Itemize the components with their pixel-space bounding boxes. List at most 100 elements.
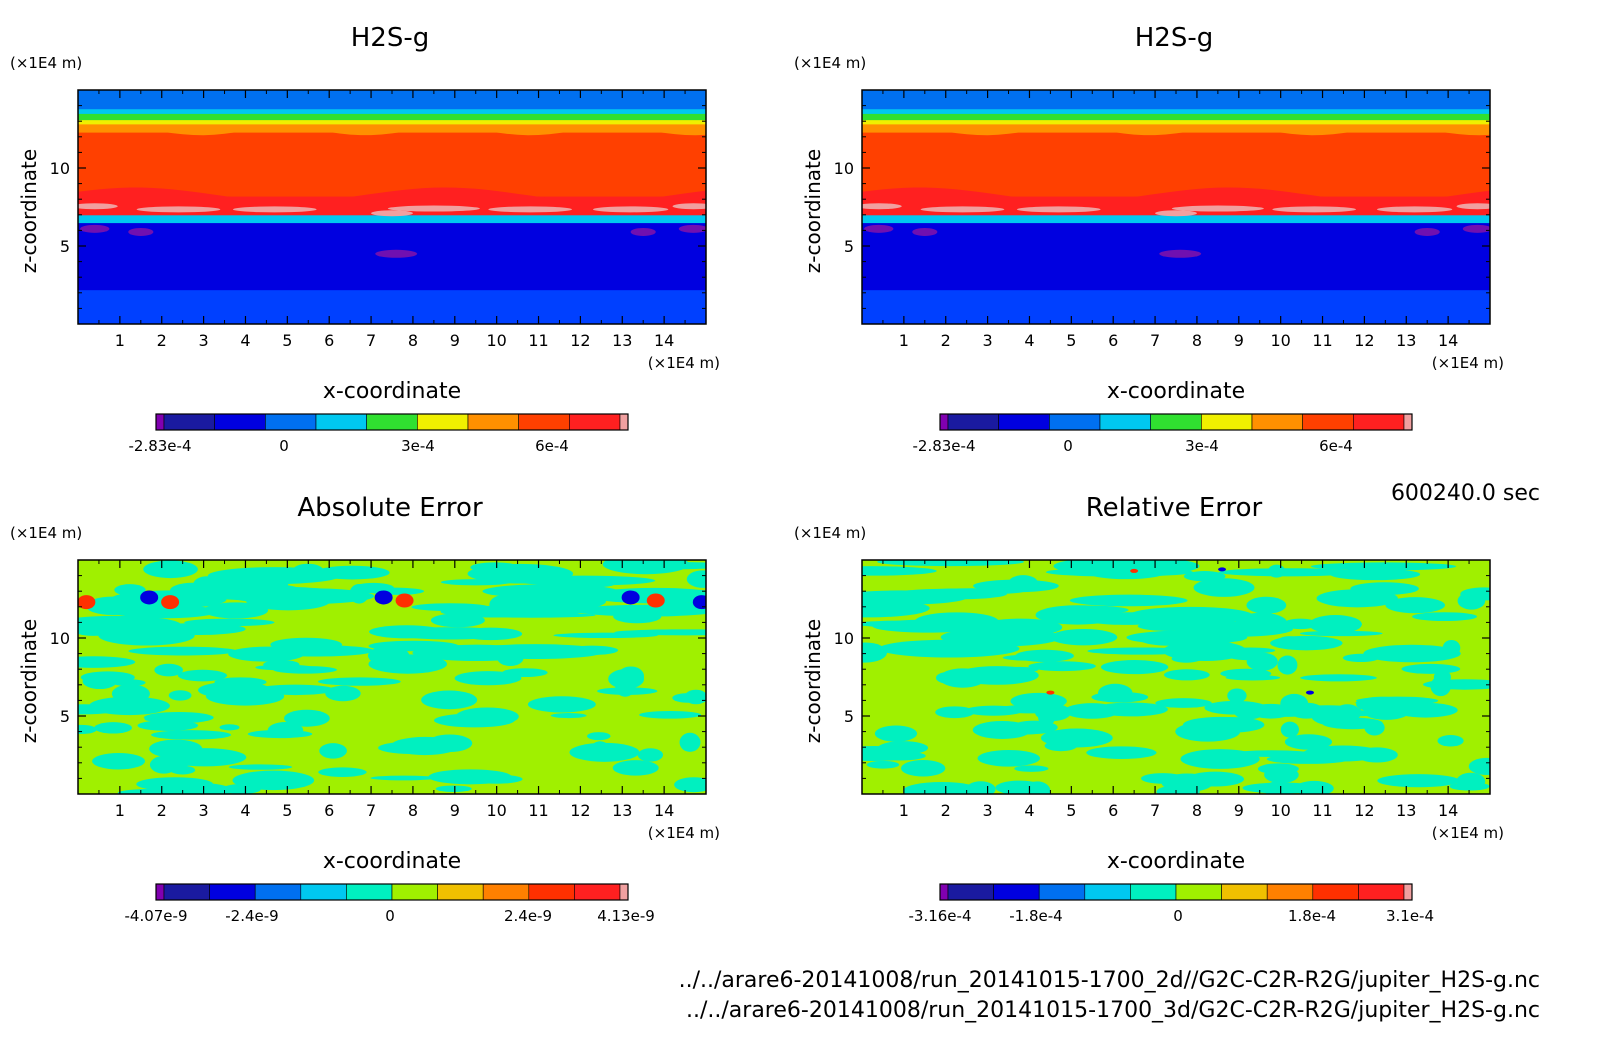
speckle-112: [973, 579, 1059, 593]
colorbar-swatch-9: [1353, 413, 1405, 431]
purple-blob-4: [678, 224, 706, 233]
speckle-84: [1437, 735, 1464, 747]
speckle-132: [874, 725, 918, 742]
speckle-15: [1218, 568, 1358, 577]
speckle-95: [862, 620, 976, 628]
speckle-132: [467, 563, 574, 584]
speckle-109: [166, 789, 191, 794]
colorbar-swatch-6: [417, 413, 469, 431]
speckle-112: [184, 618, 275, 627]
pink-blob-7: [672, 203, 706, 210]
speckle-94: [163, 748, 247, 767]
band-0: [862, 289, 1490, 324]
purple-blob-3: [630, 227, 656, 236]
x-axis-label: x-coordinate: [1107, 379, 1245, 404]
x-tick-label: 9: [450, 801, 460, 820]
pink-blob-2: [232, 206, 317, 213]
colorbar-tick-label: 1.8e-4: [1288, 907, 1336, 925]
x-tick-label: 1: [899, 331, 909, 350]
speckle-96: [1442, 639, 1461, 657]
colorbar-tick-label: 0: [385, 907, 395, 925]
speckle-101: [1294, 780, 1334, 794]
x-tick-label: 7: [1150, 801, 1160, 820]
speckle-136: [390, 736, 460, 756]
speckle-134: [149, 756, 178, 774]
speckle-128: [995, 780, 1045, 794]
speckle-104: [1364, 719, 1385, 736]
y-tick-label: 5: [844, 237, 854, 256]
speckle-6: [637, 748, 664, 762]
colorbar-frame: [155, 883, 629, 901]
pink-blob-5: [488, 206, 573, 213]
speckle-89: [613, 609, 662, 624]
x-tick-label: 13: [612, 331, 632, 350]
band-2: [862, 214, 1490, 224]
error-spot-6: [646, 593, 665, 608]
colorbar-tick-label: 0: [1173, 907, 1183, 925]
purple-blob-1: [128, 227, 154, 236]
band-9: [862, 90, 1490, 110]
colorbar-swatch-0: [155, 413, 165, 431]
speckle-110: [1393, 702, 1458, 718]
band-7: [862, 113, 1490, 121]
x-tick-label: 14: [654, 801, 674, 820]
pink-blob-2: [1016, 206, 1101, 213]
speckle-131: [862, 566, 937, 576]
speckle-105: [1449, 782, 1490, 791]
y-tick-label: 10: [50, 159, 70, 178]
colorbar-swatch-9: [1312, 883, 1359, 901]
x-unit-label: (×1E4 m): [648, 824, 720, 842]
purple-blob-2: [1159, 249, 1202, 258]
colorbar-swatch-5: [1130, 883, 1177, 901]
speckle-135: [1100, 660, 1169, 675]
colorbar-swatch-5: [366, 413, 418, 431]
speckle-133: [263, 660, 300, 669]
speckle-124: [89, 696, 170, 716]
x-tick-label: 8: [408, 331, 418, 350]
colorbar-tick-label: 3e-4: [1185, 437, 1219, 455]
speckle-20: [903, 781, 981, 794]
y-axis-label: z-coordinate: [801, 149, 825, 273]
speckle-68: [1377, 774, 1460, 788]
speckle-14: [319, 743, 347, 759]
speckle-37: [1401, 663, 1461, 674]
speckle-10: [94, 722, 133, 734]
x-tick-label: 4: [1024, 801, 1034, 820]
speckle-127: [506, 595, 598, 616]
band-8: [862, 108, 1490, 114]
colorbar-swatch-2: [998, 413, 1050, 431]
speckle-138: [246, 591, 331, 611]
chart-title: Absolute Error: [297, 493, 483, 523]
speckle-96: [154, 663, 183, 677]
x-tick-label: 12: [1354, 801, 1374, 820]
colorbar-swatch-9: [569, 413, 621, 431]
y-tick-label: 10: [834, 159, 854, 178]
speckle-87: [1193, 578, 1255, 597]
speckle-12: [454, 671, 522, 686]
speckle-31: [92, 752, 146, 770]
red-layer: [862, 187, 1490, 212]
chart-title: H2S-g: [1135, 23, 1213, 53]
pink-blob-3: [371, 210, 413, 217]
x-tick-label: 8: [1192, 801, 1202, 820]
colorbar-swatch-11: [619, 883, 629, 901]
colorbar-swatch-0: [939, 413, 949, 431]
x-tick-label: 11: [1312, 331, 1332, 350]
speckle-82: [1308, 615, 1362, 634]
speckle-76: [587, 732, 611, 741]
colorbar-swatch-5: [1150, 413, 1202, 431]
x-axis-label: x-coordinate: [1107, 849, 1245, 874]
error-spot-7: [692, 595, 706, 610]
speckle-99: [1299, 630, 1383, 637]
speckle-78: [283, 709, 330, 727]
colorbar-swatch-4: [315, 413, 367, 431]
y-unit-label: (×1E4 m): [10, 54, 82, 72]
pink-blob-5: [1272, 206, 1357, 213]
speckle-128: [370, 775, 438, 781]
speckle-106: [435, 785, 472, 792]
speckle-30: [900, 760, 946, 777]
colorbar-swatch-11: [1403, 883, 1413, 901]
speckle-120: [469, 774, 523, 784]
colorbar-swatch-2: [209, 883, 256, 901]
